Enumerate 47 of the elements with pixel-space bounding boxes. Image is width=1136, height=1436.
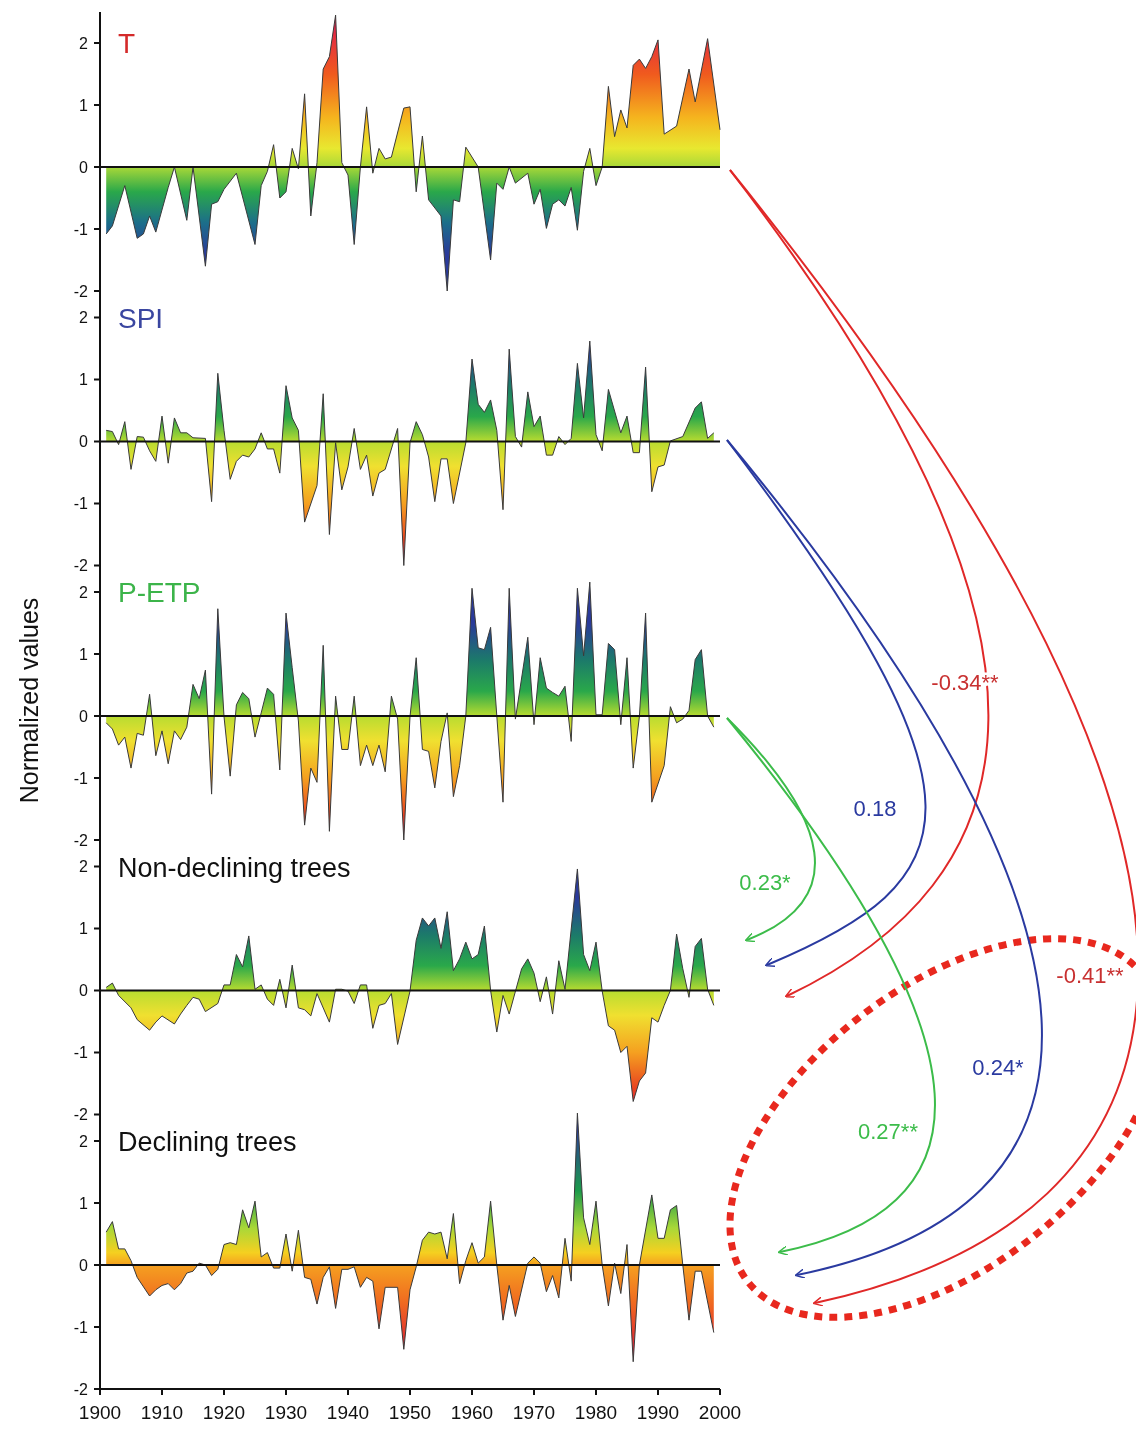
x-tick-label: 1920 — [202, 1402, 246, 1423]
y-tick-label: 0 — [79, 982, 89, 1000]
x-tick-label: 1900 — [78, 1402, 122, 1423]
x-tick-label: 1930 — [264, 1402, 308, 1423]
x-tick-label: 1990 — [636, 1402, 680, 1423]
y-tick-label: -1 — [73, 1318, 89, 1336]
text: 0.27** — [858, 1119, 919, 1144]
x-tick-label: 2000 — [698, 1402, 742, 1423]
y-tick-label: 1 — [79, 96, 89, 114]
y-tick-label: 0 — [79, 158, 89, 176]
text: Declining trees — [118, 1127, 297, 1157]
y-tick-label: -2 — [73, 1106, 89, 1124]
y-tick-label: 1 — [79, 1194, 89, 1212]
y-tick-label: -1 — [73, 1044, 89, 1062]
text: P-ETP — [118, 577, 201, 608]
text: SPI — [118, 302, 164, 334]
text: Non-declining trees — [118, 852, 351, 883]
y-tick-label: 2 — [79, 583, 89, 601]
y-tick-label: 0 — [79, 433, 89, 451]
y-tick-label: -2 — [73, 282, 89, 300]
y-tick-label: 0 — [79, 1256, 89, 1274]
text: -0.41** — [1056, 963, 1125, 988]
y-tick-label: -2 — [73, 557, 89, 575]
y-tick-label: 2 — [79, 858, 89, 876]
y-tick-label: -2 — [73, 831, 89, 849]
y-tick-label: -1 — [73, 495, 89, 513]
x-tick-label: 1940 — [326, 1402, 370, 1423]
text: 0.24* — [972, 1055, 1025, 1080]
y-tick-label: 2 — [79, 309, 89, 327]
y-tick-label: 1 — [79, 920, 89, 938]
y-tick-label: 1 — [79, 645, 89, 663]
text: T — [118, 28, 136, 59]
y-tick-label: 1 — [79, 371, 89, 389]
y-tick-label: -2 — [73, 1380, 89, 1398]
x-tick-label: 1910 — [140, 1402, 184, 1423]
y-tick-label: 2 — [79, 1132, 89, 1150]
y-axis-title: Normalized values — [15, 597, 43, 804]
y-tick-label: 0 — [79, 707, 89, 725]
y-tick-label: -1 — [73, 769, 89, 787]
text: 0.23* — [739, 870, 792, 895]
y-tick-label: 2 — [79, 34, 89, 52]
x-tick-label: 1980 — [574, 1402, 618, 1423]
y-tick-label: -1 — [73, 220, 89, 238]
x-tick-label: 1970 — [512, 1402, 556, 1423]
text: 0.18 — [853, 796, 897, 821]
x-tick-label: 1950 — [388, 1402, 432, 1423]
x-tick-label: 1960 — [450, 1402, 494, 1423]
